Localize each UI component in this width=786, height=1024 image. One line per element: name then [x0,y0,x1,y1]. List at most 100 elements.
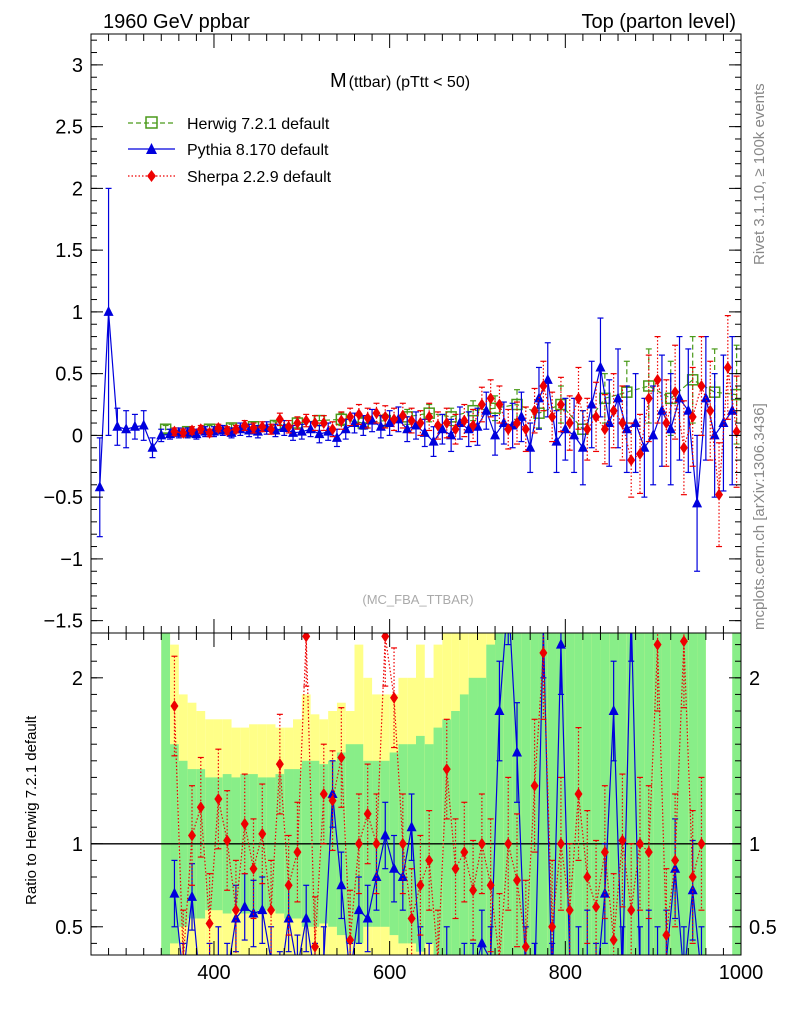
data-point [679,971,689,981]
data-point [565,417,574,430]
rivet-label: Rivet 3.1.10, ≥ 100k events [751,83,768,265]
data-point [310,971,320,981]
data-point [196,801,205,814]
data-point [627,454,636,467]
data-point [363,807,372,820]
data-point [258,827,267,840]
data-point [648,429,659,440]
data-point [609,404,618,417]
data-point [402,423,413,434]
data-point [671,854,680,867]
data-point [433,987,443,997]
ratio-xtick-label: 1000 [719,962,764,984]
band-green [626,633,636,955]
data-point [390,691,399,704]
data-point [156,429,167,440]
data-point [592,900,601,913]
data-point [346,934,355,947]
data-point [630,417,641,428]
ratio-ytick-label: 2 [72,668,83,690]
data-point [442,763,451,776]
data-point [187,890,198,901]
main-ytick-label: −0.5 [44,487,83,509]
data-point [556,837,565,850]
data-point [179,426,188,439]
data-point [635,447,644,460]
data-point [170,425,179,438]
data-point [296,425,307,436]
data-point [346,410,355,423]
data-point [191,428,202,439]
data-point [692,497,703,508]
data-point [267,904,276,917]
data-point [328,794,337,807]
data-point [196,423,205,436]
data-point [521,971,531,981]
data-point [481,404,492,415]
data-point [548,410,557,423]
band-green [609,633,619,955]
data-point [683,404,694,415]
band-green [442,719,452,955]
ratio-xtick-label: 800 [549,962,582,984]
data-point [490,429,501,440]
data-point [504,837,513,850]
data-point [460,414,469,427]
data-point [331,431,342,442]
data-point [231,423,240,436]
data-point [730,388,741,401]
data-point [381,633,390,643]
data-point [538,622,548,632]
data-point [275,979,285,989]
data-point [103,305,114,316]
data-point [336,879,347,890]
data-point [618,417,627,430]
main-ytick-label: 1.5 [55,240,83,262]
ratio-series-sherpa [170,633,706,955]
data-point [275,758,284,771]
data-point [214,421,223,434]
data-point [419,426,430,437]
main-plot-panel: −1.5 −1 −0.5 0 0.5 1 1.5 2 2.5 3 [44,33,742,634]
data-point [381,410,390,423]
data-point [437,953,439,955]
data-point [454,417,465,428]
data-point [292,962,302,972]
main-title-main: M [330,70,347,92]
data-point [521,940,530,953]
data-point [267,423,276,436]
data-point [556,398,565,411]
band-green [679,633,689,955]
data-point [688,870,697,883]
data-point [617,971,627,981]
main-series-sherpa [170,314,741,548]
data-point [314,428,325,439]
ratio-ytick-label-right: 1 [749,834,760,856]
legend-sherpa: Sherpa 2.2.9 default [128,169,332,186]
data-point [591,987,601,997]
data-point [345,971,355,981]
data-point [706,404,715,417]
data-point [390,413,399,426]
data-point [138,419,149,430]
band-green [433,727,443,955]
data-point [354,408,363,421]
data-point [424,971,434,981]
data-point [451,862,460,875]
band-green [547,633,557,955]
data-point [354,837,363,850]
data-point [389,862,400,873]
data-point [425,410,434,423]
data-point [239,900,250,911]
data-point [688,410,697,423]
data-point [302,414,311,427]
data-point [358,419,369,430]
data-point [121,423,132,434]
data-point [542,373,553,384]
data-point [653,373,662,386]
data-point [170,700,179,713]
data-point [477,398,486,411]
data-point [512,746,523,757]
data-point [205,426,214,439]
